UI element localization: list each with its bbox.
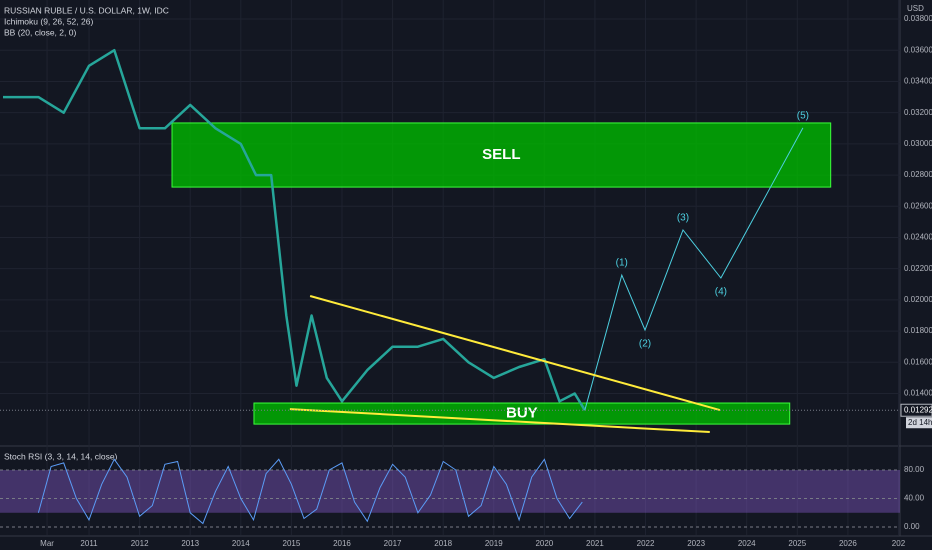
indicator-label: Ichimoku (9, 26, 52, 26) — [4, 16, 93, 26]
x-tick-label: 2016 — [333, 539, 351, 548]
zone — [171, 122, 832, 188]
x-tick-label: 2018 — [434, 539, 452, 548]
oscillator-line — [37, 458, 583, 525]
last-price-label: 0.012928 — [904, 405, 932, 414]
forecast-line — [584, 127, 804, 411]
last-price-box — [900, 403, 932, 417]
zone-label: SELL — [482, 146, 520, 163]
countdown-label: 2d 14h — [908, 418, 932, 427]
countdown-box — [906, 417, 932, 429]
wave-label: (1) — [616, 258, 628, 269]
x-tick-label: 2019 — [485, 539, 503, 548]
x-tick-label: 2012 — [131, 539, 149, 548]
x-tick-label: 2013 — [181, 539, 199, 548]
zone — [253, 402, 791, 425]
oscillator-band — [0, 470, 900, 513]
trendline — [309, 295, 721, 412]
trendline — [289, 408, 710, 434]
y-tick-label: 0.038000 — [904, 14, 932, 23]
x-tick-label: 2025 — [788, 539, 806, 548]
oscillator-tick-label: 80.00 — [904, 465, 925, 474]
x-tick-label: 2014 — [232, 539, 250, 548]
indicator-label: BB (20, close, 2, 0) — [4, 27, 76, 37]
x-tick-label: 2021 — [586, 539, 604, 548]
price-line — [3, 48, 586, 411]
currency-label: USD — [907, 4, 924, 13]
oscillator-tick-label: 0.00 — [904, 522, 920, 531]
x-tick-label: 2020 — [535, 539, 553, 548]
wave-label: (3) — [677, 213, 689, 224]
x-tick-label: 202 — [892, 539, 906, 548]
x-tick-label: 2023 — [687, 539, 705, 548]
oscillator-tick-label: 40.00 — [904, 494, 925, 503]
oscillator-title: Stoch RSI (3, 3, 14, 14, close) — [4, 451, 118, 461]
x-tick-label: Mar — [40, 539, 54, 548]
wave-label: (5) — [797, 111, 809, 122]
x-tick-label: 2026 — [839, 539, 857, 548]
x-tick-label: 2015 — [283, 539, 301, 548]
x-tick-label: 2011 — [80, 539, 98, 548]
zone-label: BUY — [506, 405, 538, 422]
symbol-title: RUSSIAN RUBLE / U.S. DOLLAR, 1W, IDC — [4, 5, 169, 15]
x-tick-label: 2017 — [384, 539, 402, 548]
x-tick-label: 2022 — [637, 539, 655, 548]
x-tick-label: 2024 — [738, 539, 756, 548]
wave-label: (2) — [639, 339, 651, 350]
wave-label: (4) — [715, 287, 727, 298]
